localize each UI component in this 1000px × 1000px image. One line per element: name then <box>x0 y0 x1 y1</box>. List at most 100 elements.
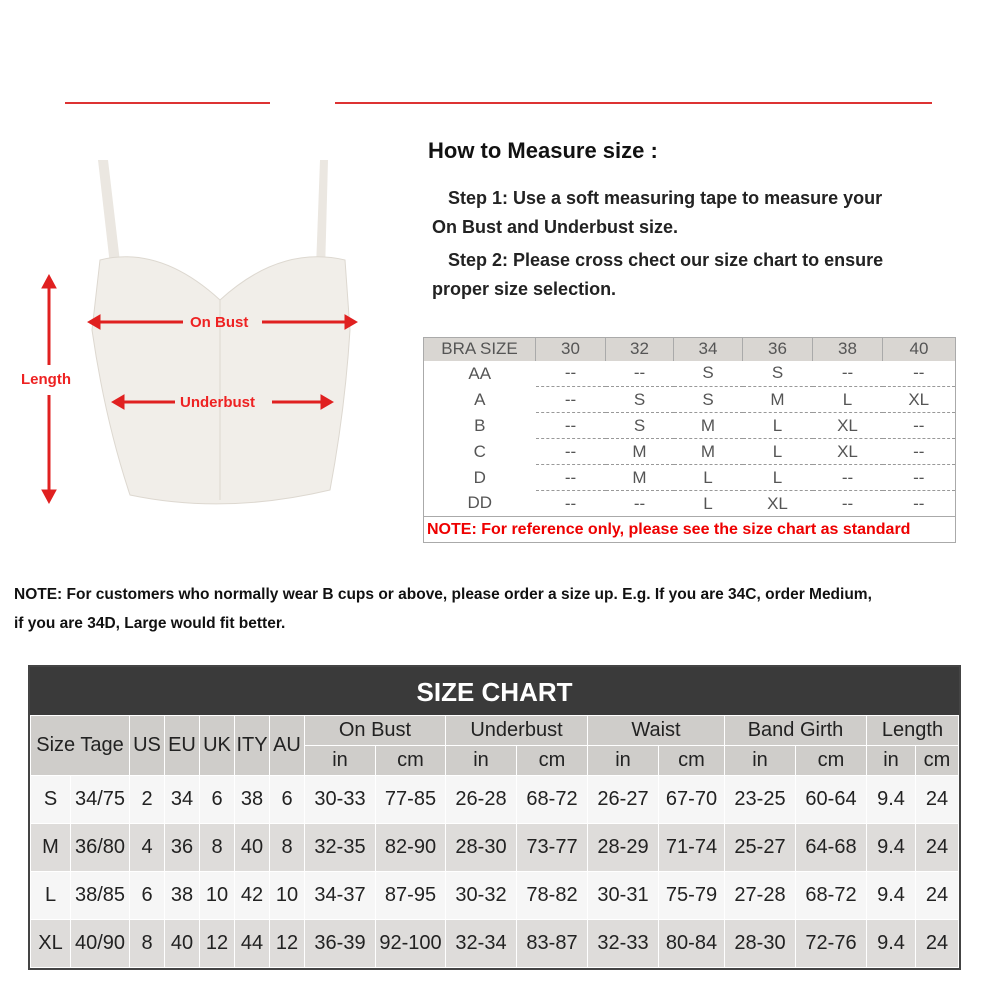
size-cell: 40/90 <box>70 919 130 968</box>
size-cell: 75-79 <box>658 871 725 920</box>
size-row-l: L 38/85 6 38 10 42 10 34-37 87-95 30-32 78-82 30-31… <box>30 871 959 920</box>
fit-note-line2: if you are 34D, Large would fit better. <box>14 615 286 632</box>
size-tage-header: Size Tage <box>30 715 130 776</box>
unit-header: cm <box>516 745 588 776</box>
bra-note: NOTE: For reference only, please see the… <box>423 516 956 543</box>
size-cell: 34 <box>164 775 200 824</box>
size-cell: 24 <box>915 919 959 968</box>
bra-cell: L <box>812 386 883 413</box>
size-cell: 9.4 <box>866 775 916 824</box>
bra-header-cell: BRA SIZE <box>423 337 536 361</box>
group-header: On Bust <box>304 715 446 746</box>
bra-header-row: BRA SIZE 30 32 34 36 38 40 <box>423 337 956 361</box>
size-cell: 6 <box>269 775 305 824</box>
size-cell: 34/75 <box>70 775 130 824</box>
size-cell: 44 <box>234 919 270 968</box>
size-cell: 2 <box>129 775 165 824</box>
bra-header-cell: 34 <box>673 337 743 361</box>
group-header: Waist <box>587 715 725 746</box>
size-cell: 42 <box>234 871 270 920</box>
bra-cell: M <box>673 438 743 465</box>
size-cell: 60-64 <box>795 775 867 824</box>
unit-header: in <box>304 745 376 776</box>
page-title: How to Measure size : <box>428 138 658 163</box>
bra-cell: D <box>473 467 486 487</box>
size-cell: 73-77 <box>516 823 588 872</box>
size-cell: 26-28 <box>445 775 517 824</box>
fit-note: NOTE: For customers who normally wear B … <box>14 580 999 638</box>
size-cell: 36-39 <box>304 919 376 968</box>
bra-cell: -- <box>535 412 606 439</box>
bra-cell: -- <box>812 464 883 491</box>
size-row-s: S 34/75 2 34 6 38 6 30-33 77-85 26-28 68-72 26-27 67… <box>30 775 959 824</box>
group-header: Underbust <box>445 715 588 746</box>
size-chart: SIZE CHART Size Tage US EU UK ITY AU On Bust Un… <box>28 665 961 970</box>
bra-header-cell: 40 <box>882 337 956 361</box>
size-cell: 12 <box>269 919 305 968</box>
bra-cell: S <box>605 412 674 439</box>
column-header-eu: EU <box>164 715 200 776</box>
bra-cell: XL <box>882 386 956 413</box>
bra-cell: -- <box>535 360 606 387</box>
size-cell: 26-27 <box>587 775 659 824</box>
divider-right <box>335 102 932 104</box>
size-cell: 9.4 <box>866 871 916 920</box>
size-cell: 32-35 <box>304 823 376 872</box>
size-cell: 38/85 <box>70 871 130 920</box>
step-2-line2: proper size selection. <box>432 279 617 299</box>
unit-header: cm <box>375 745 446 776</box>
size-cell: 72-76 <box>795 919 867 968</box>
size-cell: 82-90 <box>375 823 446 872</box>
size-cell: 25-27 <box>724 823 796 872</box>
bra-header-cell: 32 <box>605 337 674 361</box>
size-chart-header-row: Size Tage US EU UK ITY AU On Bust Underbust Wais… <box>30 715 959 776</box>
size-cell: 10 <box>269 871 305 920</box>
bra-cell: -- <box>564 493 577 513</box>
size-cell: 9.4 <box>866 919 916 968</box>
bra-cell: L <box>742 464 813 491</box>
size-row-m: M 36/80 4 36 8 40 8 32-35 82-90 28-30 73-77 28-29 71… <box>30 823 959 872</box>
size-cell: 6 <box>199 775 235 824</box>
bra-cell: -- <box>841 493 854 513</box>
size-cell: 9.4 <box>866 823 916 872</box>
size-cell: 38 <box>164 871 200 920</box>
bra-cell: S <box>673 386 743 413</box>
measure-arrows <box>41 273 358 505</box>
bra-row: A -- S S M L XL <box>424 386 956 413</box>
bra-header-cell: 38 <box>812 337 883 361</box>
bra-cell: DD <box>467 493 493 513</box>
size-cell: 10 <box>199 871 235 920</box>
size-cell: 28-30 <box>445 823 517 872</box>
fit-note-line1: NOTE: For customers who normally wear B … <box>14 586 872 603</box>
bra-cell: L <box>742 438 813 465</box>
bra-row: D -- M L L -- -- <box>424 464 956 491</box>
size-cell: 8 <box>129 919 165 968</box>
size-cell: 30-33 <box>304 775 376 824</box>
size-cell: 30-32 <box>445 871 517 920</box>
size-cell: 8 <box>269 823 305 872</box>
bra-header-cell: 36 <box>742 337 813 361</box>
size-cell: 83-87 <box>516 919 588 968</box>
group-header: Band Girth <box>724 715 867 746</box>
size-cell: 38 <box>234 775 270 824</box>
bra-cell: L <box>673 464 743 491</box>
size-cell: 32-33 <box>587 919 659 968</box>
size-cell: 92-100 <box>375 919 446 968</box>
bra-cell: S <box>742 360 813 387</box>
bra-cell: M <box>605 464 674 491</box>
bra-cell: XL <box>767 493 788 513</box>
step-2: Step 2: Please cross chect our size char… <box>432 246 883 304</box>
bra-cell: M <box>605 438 674 465</box>
unit-header: in <box>724 745 796 776</box>
bra-cell: -- <box>535 464 606 491</box>
size-cell: 34-37 <box>304 871 376 920</box>
bra-cell: L <box>703 493 713 513</box>
bra-note-row: NOTE: For reference only, please see the… <box>423 516 956 543</box>
column-header-uk: UK <box>199 715 235 776</box>
unit-header: in <box>445 745 517 776</box>
size-cell: 28-29 <box>587 823 659 872</box>
bra-cell: C <box>473 441 486 461</box>
underbust-label: Underbust <box>180 394 255 411</box>
bra-cell: A <box>474 389 486 409</box>
length-label: Length <box>21 371 71 388</box>
